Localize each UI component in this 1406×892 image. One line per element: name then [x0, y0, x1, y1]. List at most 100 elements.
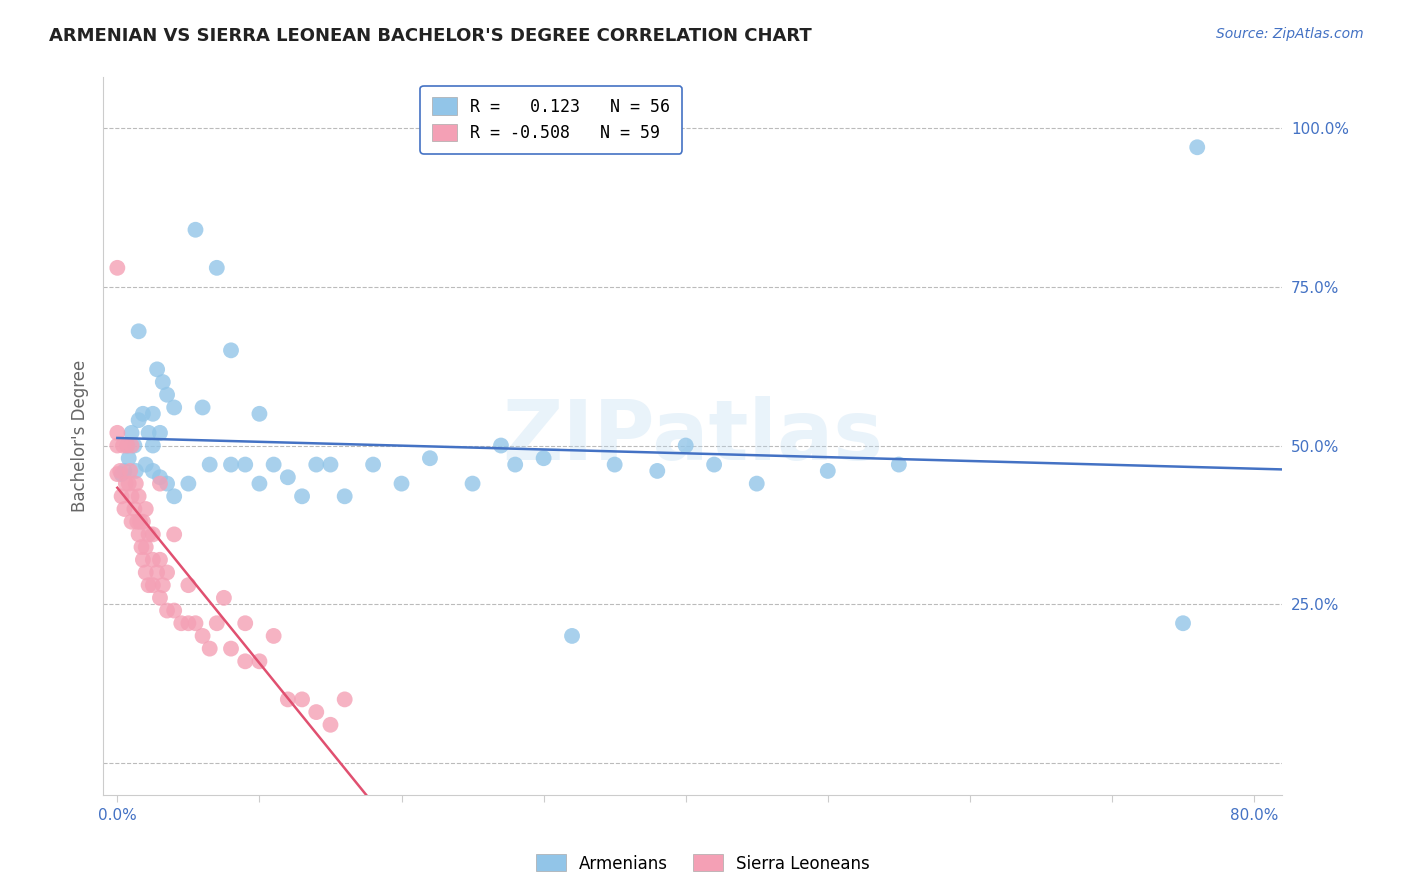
- Point: [129, 515, 152, 529]
- Point: [156, 603, 179, 617]
- Point: [121, 425, 143, 440]
- Point: [333, 692, 356, 706]
- Point: [149, 470, 172, 484]
- Point: [121, 438, 143, 452]
- Point: [138, 527, 160, 541]
- Point: [118, 476, 141, 491]
- Point: [745, 476, 768, 491]
- Point: [146, 566, 169, 580]
- Point: [149, 476, 172, 491]
- Point: [198, 458, 221, 472]
- Point: [163, 489, 186, 503]
- Point: [184, 223, 207, 237]
- Point: [177, 616, 200, 631]
- Point: [105, 260, 128, 275]
- Point: [163, 603, 186, 617]
- Point: [114, 502, 136, 516]
- Point: [120, 464, 142, 478]
- Point: [149, 591, 172, 605]
- Point: [118, 451, 141, 466]
- Legend: R =   0.123   N = 56, R = -0.508   N = 59: R = 0.123 N = 56, R = -0.508 N = 59: [420, 86, 682, 153]
- Point: [105, 438, 128, 452]
- Point: [125, 464, 148, 478]
- Point: [135, 540, 157, 554]
- Point: [115, 476, 138, 491]
- Point: [305, 458, 328, 472]
- Point: [205, 616, 228, 631]
- Point: [198, 641, 221, 656]
- Point: [117, 438, 139, 452]
- Legend: Armenians, Sierra Leoneans: Armenians, Sierra Leoneans: [529, 847, 877, 880]
- Point: [131, 540, 153, 554]
- Point: [263, 458, 285, 472]
- Point: [561, 629, 583, 643]
- Point: [117, 438, 139, 452]
- Point: [219, 458, 242, 472]
- Text: ZIPatlas: ZIPatlas: [502, 395, 883, 476]
- Point: [124, 438, 146, 452]
- Point: [138, 578, 160, 592]
- Point: [121, 489, 143, 503]
- Point: [191, 629, 214, 643]
- Point: [503, 458, 526, 472]
- Point: [291, 489, 314, 503]
- Point: [603, 458, 626, 472]
- Point: [361, 458, 384, 472]
- Point: [142, 553, 165, 567]
- Point: [110, 467, 132, 481]
- Point: [132, 515, 155, 529]
- Point: [887, 458, 910, 472]
- Point: [152, 578, 174, 592]
- Point: [212, 591, 235, 605]
- Point: [149, 553, 172, 567]
- Point: [142, 578, 165, 592]
- Point: [108, 464, 131, 478]
- Point: [105, 425, 128, 440]
- Point: [1187, 140, 1209, 154]
- Point: [291, 692, 314, 706]
- Point: [233, 616, 256, 631]
- Point: [110, 489, 132, 503]
- Point: [156, 476, 179, 491]
- Point: [191, 401, 214, 415]
- Point: [277, 470, 299, 484]
- Point: [128, 489, 150, 503]
- Point: [149, 425, 172, 440]
- Point: [138, 425, 160, 440]
- Point: [105, 467, 128, 481]
- Point: [135, 458, 157, 472]
- Point: [249, 476, 271, 491]
- Point: [419, 451, 441, 466]
- Text: Source: ZipAtlas.com: Source: ZipAtlas.com: [1216, 27, 1364, 41]
- Point: [205, 260, 228, 275]
- Point: [146, 362, 169, 376]
- Point: [489, 438, 512, 452]
- Point: [132, 553, 155, 567]
- Point: [675, 438, 697, 452]
- Point: [319, 718, 342, 732]
- Point: [156, 388, 179, 402]
- Point: [128, 324, 150, 338]
- Point: [142, 407, 165, 421]
- Point: [156, 566, 179, 580]
- Point: [233, 458, 256, 472]
- Point: [177, 578, 200, 592]
- Point: [135, 566, 157, 580]
- Point: [128, 527, 150, 541]
- Point: [1171, 616, 1194, 631]
- Point: [249, 654, 271, 668]
- Point: [319, 458, 342, 472]
- Point: [817, 464, 839, 478]
- Point: [233, 654, 256, 668]
- Point: [142, 464, 165, 478]
- Point: [124, 502, 146, 516]
- Point: [645, 464, 668, 478]
- Point: [305, 705, 328, 719]
- Point: [152, 375, 174, 389]
- Point: [142, 438, 165, 452]
- Point: [142, 527, 165, 541]
- Text: ARMENIAN VS SIERRA LEONEAN BACHELOR'S DEGREE CORRELATION CHART: ARMENIAN VS SIERRA LEONEAN BACHELOR'S DE…: [49, 27, 811, 45]
- Point: [114, 464, 136, 478]
- Point: [170, 616, 193, 631]
- Point: [135, 502, 157, 516]
